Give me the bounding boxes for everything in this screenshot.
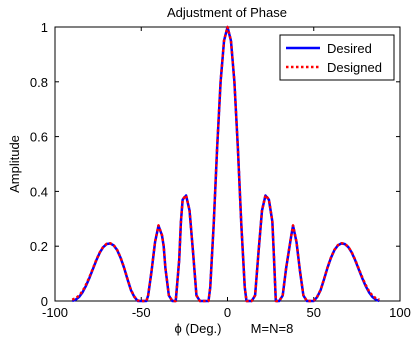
series-layer	[71, 25, 380, 303]
series-line-desired	[71, 25, 380, 303]
legend-label-designed: Designed	[327, 60, 382, 75]
axis-ticks	[54, 26, 401, 302]
x-axis-label: ϕ (Deg.)	[174, 321, 221, 336]
y-tick-label: 0	[41, 294, 48, 309]
x-tick-label: -100	[42, 305, 68, 320]
y-tick-label: 0.6	[30, 130, 48, 145]
axis-tick-labels: -100 -50 0 50 100 0 0.2 0.4 0.6 0.8 1	[30, 20, 411, 320]
y-tick-label: 0.8	[30, 75, 48, 90]
legend-box	[279, 34, 395, 81]
y-axis-label: Amplitude	[7, 135, 22, 193]
x-tick-label: 100	[389, 305, 411, 320]
chart-title: Adjustment of Phase	[167, 5, 287, 20]
y-tick-label: 0.2	[30, 239, 48, 254]
legend: Desired Designed	[279, 34, 395, 81]
y-tick-label: 1	[41, 20, 48, 35]
x-tick-label: 50	[307, 305, 321, 320]
x-tick-label: 0	[224, 305, 231, 320]
x-tick-label: -50	[132, 305, 151, 320]
chart-annotation: M=N=8	[251, 321, 294, 336]
y-tick-label: 0.4	[30, 184, 48, 199]
legend-label-desired: Desired	[327, 41, 372, 56]
